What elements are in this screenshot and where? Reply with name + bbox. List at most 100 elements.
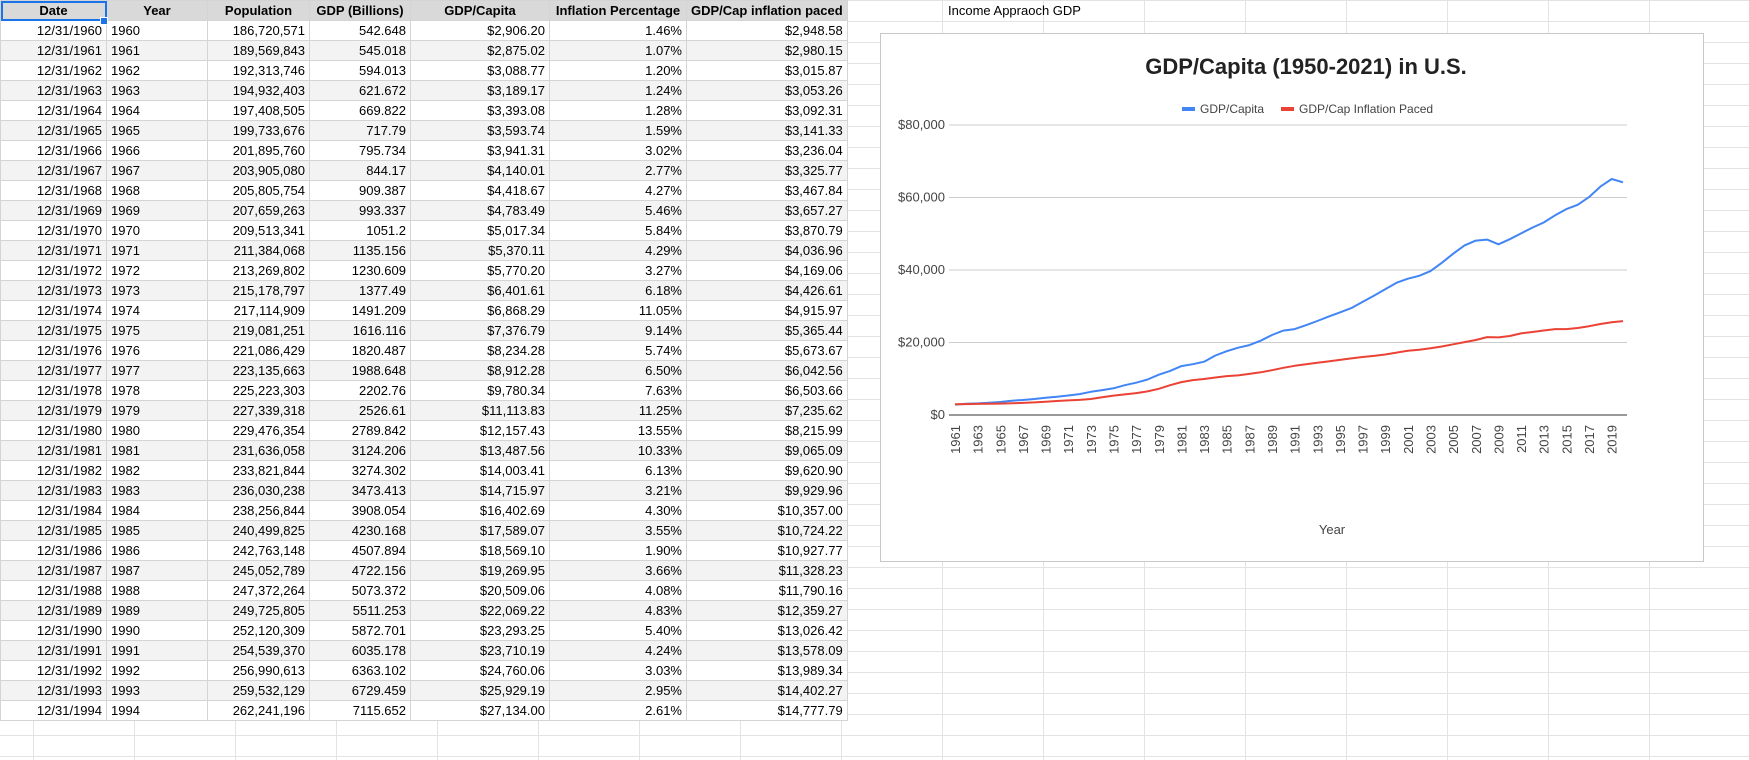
cell-inflation-pct[interactable]: 1.07%: [549, 40, 687, 61]
cell-gdp-cap-inflation-paced[interactable]: $11,790.16: [686, 580, 848, 601]
cell-gdp-cap-inflation-paced[interactable]: $5,673.67: [686, 340, 848, 361]
column-header-date[interactable]: Date: [0, 0, 107, 21]
cell-year[interactable]: 1973: [106, 280, 208, 301]
cell-inflation-pct[interactable]: 2.95%: [549, 680, 687, 701]
cell-date[interactable]: 12/31/1991: [0, 640, 107, 661]
cell-year[interactable]: 1991: [106, 640, 208, 661]
cell-year[interactable]: 1971: [106, 240, 208, 261]
cell-date[interactable]: 12/31/1967: [0, 160, 107, 181]
cell-gdp-cap-inflation-paced[interactable]: $3,467.84: [686, 180, 848, 201]
cell-date[interactable]: 12/31/1983: [0, 480, 107, 501]
cell-year[interactable]: 1984: [106, 500, 208, 521]
cell-population[interactable]: 189,569,843: [207, 40, 310, 61]
cell-gdp-cap-inflation-paced[interactable]: $3,870.79: [686, 220, 848, 241]
cell-population[interactable]: 236,030,238: [207, 480, 310, 501]
cell-gdp-capita[interactable]: $23,710.19: [410, 640, 550, 661]
cell-population[interactable]: 186,720,571: [207, 20, 310, 41]
cell-gdp-billions[interactable]: 5872.701: [309, 620, 411, 641]
cell-year[interactable]: 1988: [106, 580, 208, 601]
cell-gdp-capita[interactable]: $3,189.17: [410, 80, 550, 101]
cell-date[interactable]: 12/31/1963: [0, 80, 107, 101]
cell-gdp-capita[interactable]: $8,234.28: [410, 340, 550, 361]
cell-year[interactable]: 1968: [106, 180, 208, 201]
cell-population[interactable]: 229,476,354: [207, 420, 310, 441]
cell-gdp-cap-inflation-paced[interactable]: $4,915.97: [686, 300, 848, 321]
cell-gdp-capita[interactable]: $19,269.95: [410, 560, 550, 581]
cell-inflation-pct[interactable]: 1.24%: [549, 80, 687, 101]
cell-gdp-cap-inflation-paced[interactable]: $2,980.15: [686, 40, 848, 61]
cell-date[interactable]: 12/31/1961: [0, 40, 107, 61]
column-header-inflation-pct[interactable]: Inflation Percentage: [549, 0, 687, 21]
cell-gdp-cap-inflation-paced[interactable]: $4,426.61: [686, 280, 848, 301]
cell-gdp-capita[interactable]: $5,370.11: [410, 240, 550, 261]
cell-gdp-cap-inflation-paced[interactable]: $3,141.33: [686, 120, 848, 141]
cell-gdp-billions[interactable]: 993.337: [309, 200, 411, 221]
cell-inflation-pct[interactable]: 5.84%: [549, 220, 687, 241]
cell-population[interactable]: 192,313,746: [207, 60, 310, 81]
cell-gdp-billions[interactable]: 4722.156: [309, 560, 411, 581]
cell-gdp-billions[interactable]: 1988.648: [309, 360, 411, 381]
cell-gdp-billions[interactable]: 6363.102: [309, 660, 411, 681]
cell-gdp-capita[interactable]: $4,140.01: [410, 160, 550, 181]
cell-gdp-capita[interactable]: $11,113.83: [410, 400, 550, 421]
cell-gdp-cap-inflation-paced[interactable]: $8,215.99: [686, 420, 848, 441]
cell-date[interactable]: 12/31/1966: [0, 140, 107, 161]
data-table[interactable]: Date Year Population GDP (Billions) GDP/Capi…: [0, 0, 848, 721]
cell-gdp-billions[interactable]: 2789.842: [309, 420, 411, 441]
cell-date[interactable]: 12/31/1986: [0, 540, 107, 561]
cell-inflation-pct[interactable]: 3.27%: [549, 260, 687, 281]
cell-gdp-cap-inflation-paced[interactable]: $9,929.96: [686, 480, 848, 501]
cell-date[interactable]: 12/31/1975: [0, 320, 107, 341]
cell-gdp-capita[interactable]: $7,376.79: [410, 320, 550, 341]
cell-year[interactable]: 1985: [106, 520, 208, 541]
cell-gdp-billions[interactable]: 2202.76: [309, 380, 411, 401]
cell-date[interactable]: 12/31/1965: [0, 120, 107, 141]
cell-population[interactable]: 199,733,676: [207, 120, 310, 141]
cell-gdp-billions[interactable]: 4230.168: [309, 520, 411, 541]
cell-inflation-pct[interactable]: 2.61%: [549, 700, 687, 721]
column-header-year[interactable]: Year: [106, 0, 208, 21]
cell-gdp-billions[interactable]: 2526.61: [309, 400, 411, 421]
cell-date[interactable]: 12/31/1969: [0, 200, 107, 221]
cell-year[interactable]: 1972: [106, 260, 208, 281]
cell-year[interactable]: 1990: [106, 620, 208, 641]
cell-population[interactable]: 238,256,844: [207, 500, 310, 521]
cell-year[interactable]: 1986: [106, 540, 208, 561]
cell-population[interactable]: 223,135,663: [207, 360, 310, 381]
cell-gdp-capita[interactable]: $5,770.20: [410, 260, 550, 281]
cell-gdp-capita[interactable]: $6,868.29: [410, 300, 550, 321]
cell-gdp-billions[interactable]: 3124.206: [309, 440, 411, 461]
cell-gdp-capita[interactable]: $27,134.00: [410, 700, 550, 721]
cell-population[interactable]: 221,086,429: [207, 340, 310, 361]
cell-gdp-cap-inflation-paced[interactable]: $3,092.31: [686, 100, 848, 121]
series-line-gdp-capita[interactable]: [954, 178, 1624, 406]
cell-population[interactable]: 262,241,196: [207, 700, 310, 721]
cell-gdp-billions[interactable]: 545.018: [309, 40, 411, 61]
cell-population[interactable]: 215,178,797: [207, 280, 310, 301]
cell-population[interactable]: 205,805,754: [207, 180, 310, 201]
cell-gdp-cap-inflation-paced[interactable]: $5,365.44: [686, 320, 848, 341]
cell-gdp-cap-inflation-paced[interactable]: $13,989.34: [686, 660, 848, 681]
cell-gdp-cap-inflation-paced[interactable]: $9,065.09: [686, 440, 848, 461]
cell-gdp-capita[interactable]: $25,929.19: [410, 680, 550, 701]
cell-date[interactable]: 12/31/1988: [0, 580, 107, 601]
cell-gdp-cap-inflation-paced[interactable]: $10,927.77: [686, 540, 848, 561]
cell-year[interactable]: 1994: [106, 700, 208, 721]
cell-gdp-cap-inflation-paced[interactable]: $3,236.04: [686, 140, 848, 161]
cell-date[interactable]: 12/31/1970: [0, 220, 107, 241]
cell-population[interactable]: 242,763,148: [207, 540, 310, 561]
cell-population[interactable]: 231,636,058: [207, 440, 310, 461]
cell-inflation-pct[interactable]: 1.28%: [549, 100, 687, 121]
cell-gdp-cap-inflation-paced[interactable]: $12,359.27: [686, 600, 848, 621]
cell-inflation-pct[interactable]: 4.27%: [549, 180, 687, 201]
cell-population[interactable]: 254,539,370: [207, 640, 310, 661]
cell-inflation-pct[interactable]: 2.77%: [549, 160, 687, 181]
cell-year[interactable]: 1962: [106, 60, 208, 81]
cell-population[interactable]: 194,932,403: [207, 80, 310, 101]
cell-date[interactable]: 12/31/1993: [0, 680, 107, 701]
cell-date[interactable]: 12/31/1981: [0, 440, 107, 461]
cell-year[interactable]: 1969: [106, 200, 208, 221]
cell-date[interactable]: 12/31/1968: [0, 180, 107, 201]
cell-date[interactable]: 12/31/1990: [0, 620, 107, 641]
cell-year[interactable]: 1979: [106, 400, 208, 421]
